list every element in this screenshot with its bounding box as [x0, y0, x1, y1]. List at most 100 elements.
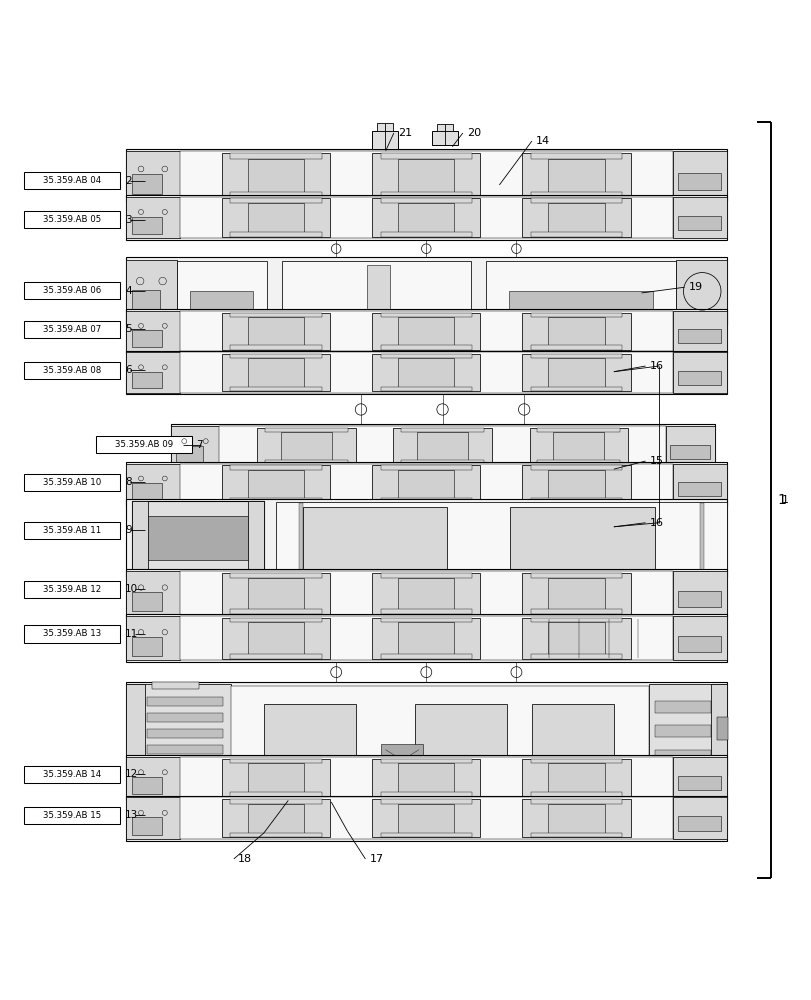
Bar — [521, 799, 630, 837]
Bar — [247, 470, 304, 498]
Bar — [126, 260, 177, 323]
Bar — [380, 192, 471, 197]
Bar — [24, 362, 120, 379]
Bar — [431, 131, 457, 145]
Bar — [371, 131, 397, 149]
Bar — [24, 172, 120, 189]
Bar — [147, 761, 222, 770]
Text: 35.359.AB 05: 35.359.AB 05 — [43, 215, 101, 224]
Bar — [247, 203, 304, 232]
Bar — [126, 464, 180, 504]
Text: 6: 6 — [125, 365, 131, 375]
Bar — [147, 713, 222, 722]
Bar — [677, 776, 720, 790]
Bar — [132, 330, 162, 347]
Bar — [132, 817, 162, 835]
Bar — [530, 313, 621, 317]
Bar — [530, 498, 621, 502]
Bar — [672, 464, 726, 504]
Bar — [281, 261, 470, 321]
Bar — [380, 618, 471, 622]
Bar — [530, 833, 621, 837]
Text: 3: 3 — [125, 215, 131, 225]
Bar — [672, 197, 726, 238]
Bar — [530, 198, 621, 203]
Bar — [547, 622, 604, 654]
Text: 14: 14 — [535, 136, 549, 146]
Bar — [521, 465, 630, 502]
Bar — [126, 755, 726, 800]
Bar — [371, 618, 480, 659]
Bar — [371, 354, 480, 391]
Bar — [672, 151, 726, 199]
Text: 12: 12 — [125, 769, 138, 779]
Text: 1: 1 — [777, 493, 785, 507]
Bar — [380, 153, 471, 159]
Bar — [126, 195, 726, 240]
Bar — [380, 313, 471, 317]
Bar — [530, 799, 621, 804]
Bar — [654, 725, 710, 737]
Bar — [126, 462, 726, 506]
Bar — [298, 503, 303, 573]
Bar — [716, 717, 727, 740]
Bar — [677, 636, 720, 652]
Bar — [126, 684, 144, 774]
Text: 9: 9 — [125, 525, 131, 535]
Bar — [147, 697, 222, 706]
Bar — [230, 198, 321, 203]
Text: 35.359.AB 07: 35.359.AB 07 — [43, 325, 101, 334]
Bar — [521, 198, 630, 237]
Bar — [508, 291, 652, 312]
Bar — [190, 291, 253, 317]
Bar — [436, 124, 453, 131]
Bar — [371, 313, 480, 350]
Bar — [230, 833, 321, 837]
Bar — [699, 503, 703, 573]
Bar — [132, 592, 162, 611]
Bar — [397, 763, 454, 792]
Bar — [547, 203, 604, 232]
Bar — [530, 232, 621, 237]
Bar — [132, 174, 162, 194]
Bar — [529, 428, 627, 465]
Bar — [675, 260, 726, 323]
Bar — [248, 501, 264, 576]
Bar — [710, 684, 726, 774]
Bar — [530, 153, 621, 159]
Bar — [276, 502, 726, 574]
Bar — [677, 329, 720, 343]
Bar — [132, 637, 162, 656]
Bar — [24, 581, 120, 598]
Bar — [24, 625, 120, 643]
Bar — [397, 203, 454, 232]
Text: 4: 4 — [125, 286, 131, 296]
Bar — [96, 436, 191, 453]
Bar — [397, 358, 454, 387]
Bar — [221, 759, 330, 797]
Bar — [247, 317, 304, 345]
Bar — [530, 759, 621, 763]
Bar — [221, 465, 330, 502]
Bar — [126, 571, 180, 616]
Bar — [380, 465, 471, 470]
Bar — [380, 387, 471, 391]
Bar — [303, 507, 447, 569]
Bar — [537, 460, 619, 465]
Bar — [147, 729, 222, 738]
Bar — [247, 159, 304, 192]
Bar — [230, 759, 321, 763]
Bar — [24, 211, 120, 228]
Bar — [380, 345, 471, 350]
Bar — [132, 483, 162, 500]
Text: 35.359.AB 12: 35.359.AB 12 — [43, 585, 101, 594]
Bar — [371, 198, 480, 237]
Bar — [230, 686, 648, 772]
Bar — [132, 290, 160, 316]
Bar — [24, 474, 120, 491]
Bar — [380, 609, 471, 614]
Bar — [24, 321, 120, 338]
Bar — [221, 153, 330, 197]
Bar — [221, 354, 330, 391]
Bar — [547, 159, 604, 192]
